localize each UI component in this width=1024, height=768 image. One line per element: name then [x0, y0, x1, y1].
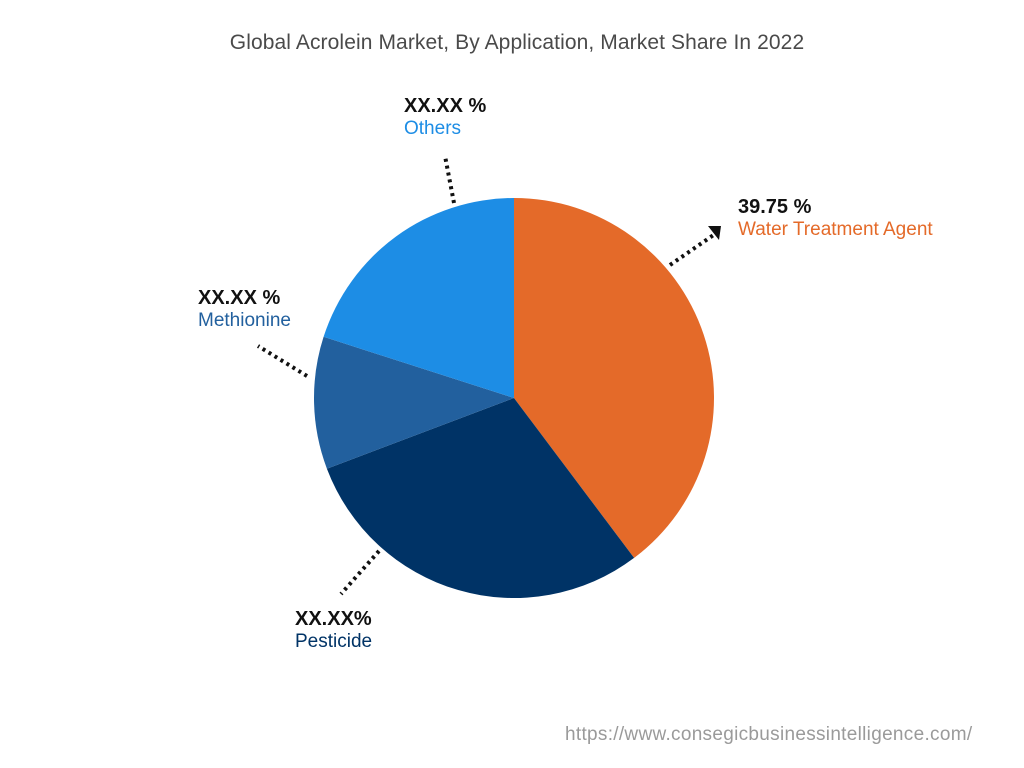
leader-methionine	[256, 344, 309, 378]
pie-slice-others	[323, 198, 514, 398]
name-methionine: Methionine	[198, 310, 291, 331]
label-others: XX.XX % Others	[404, 94, 486, 141]
name-water-treatment: Water Treatment Agent	[738, 219, 933, 240]
value-methionine: XX.XX %	[198, 287, 281, 309]
pie-slice-methionine	[314, 336, 514, 469]
value-pesticide: XX.XX%	[295, 608, 372, 630]
pie-slice-pesticide	[326, 398, 635, 598]
value-water-treatment: 39.75 %	[738, 196, 812, 218]
name-others: Others	[404, 118, 462, 139]
source-url: https://www.consegicbusinessintelligence…	[565, 724, 973, 745]
leader-others	[443, 155, 456, 204]
pie-slice-water-treatment-agent	[514, 198, 715, 558]
leader-pesticide	[339, 549, 381, 596]
label-methionine: XX.XX % Methionine	[198, 286, 291, 333]
leader-water	[668, 232, 717, 267]
label-pesticide: XX.XX% Pesticide	[295, 607, 372, 654]
chart-title: Global Acrolein Market, By Application, …	[229, 31, 805, 54]
label-water-treatment: 39.75 % Water Treatment Agent	[738, 195, 933, 242]
name-pesticide: Pesticide	[295, 631, 373, 652]
value-others: XX.XX %	[404, 95, 487, 117]
arrowhead-icon	[708, 226, 721, 240]
